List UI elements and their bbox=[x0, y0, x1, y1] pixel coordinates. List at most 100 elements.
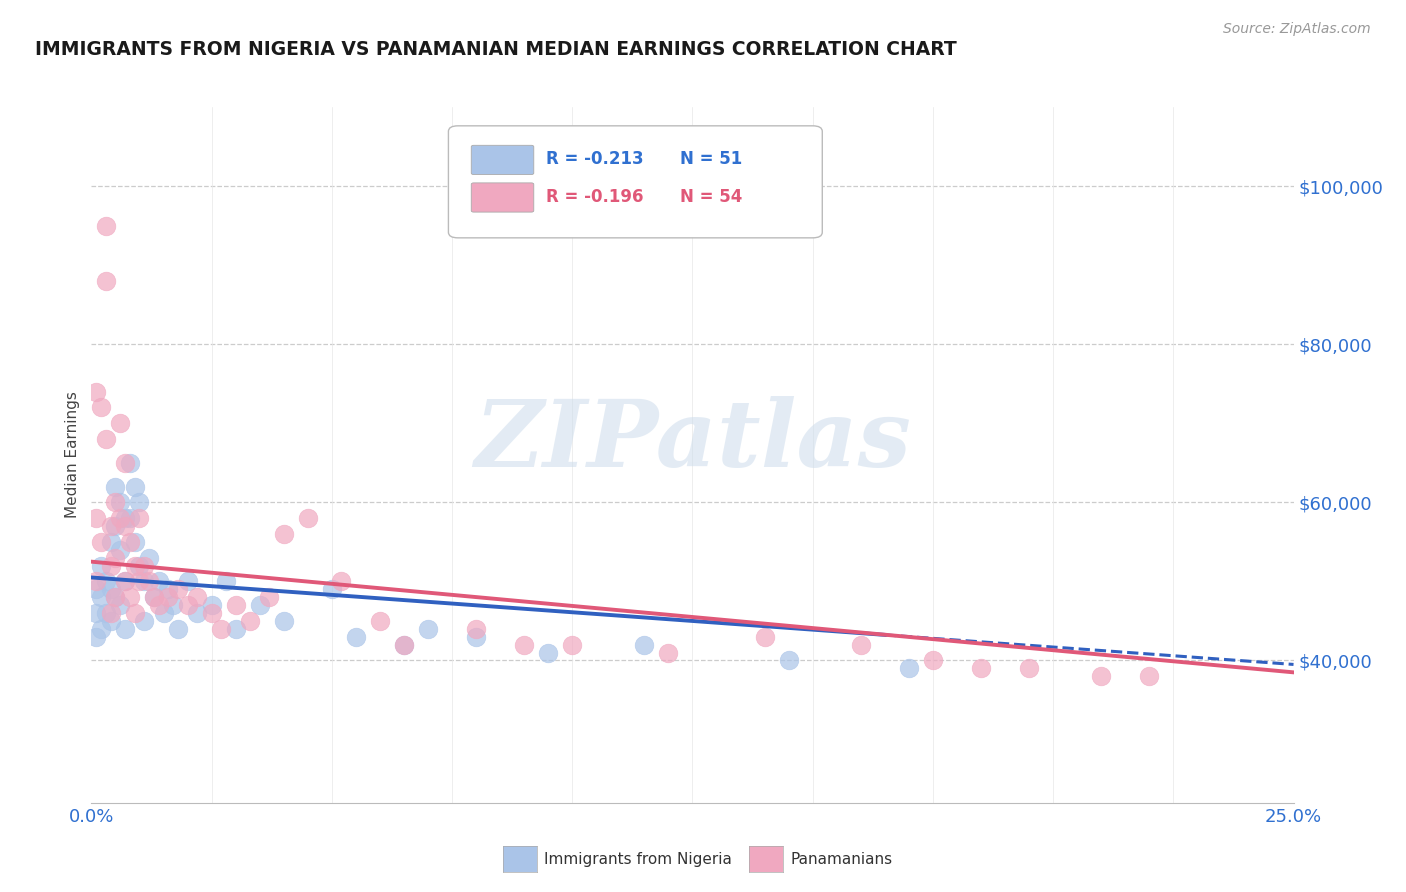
Y-axis label: Median Earnings: Median Earnings bbox=[65, 392, 80, 518]
Point bbox=[138, 550, 160, 565]
Point bbox=[100, 614, 122, 628]
Point bbox=[94, 574, 117, 589]
Point bbox=[657, 646, 679, 660]
Point bbox=[124, 606, 146, 620]
Text: ZIPatlas: ZIPatlas bbox=[474, 396, 911, 486]
Point bbox=[128, 495, 150, 509]
Point bbox=[100, 582, 122, 597]
Text: R = -0.196: R = -0.196 bbox=[546, 188, 644, 206]
Point bbox=[1090, 669, 1112, 683]
Point bbox=[94, 274, 117, 288]
Point bbox=[110, 598, 132, 612]
Point bbox=[104, 591, 127, 605]
Point bbox=[134, 558, 156, 573]
Point bbox=[1018, 661, 1040, 675]
Point bbox=[416, 622, 439, 636]
Point bbox=[148, 598, 170, 612]
FancyBboxPatch shape bbox=[471, 145, 534, 175]
Point bbox=[84, 582, 107, 597]
Point bbox=[167, 582, 190, 597]
Point bbox=[321, 582, 343, 597]
Point bbox=[215, 574, 238, 589]
FancyBboxPatch shape bbox=[471, 183, 534, 212]
Point bbox=[114, 456, 136, 470]
Point bbox=[138, 574, 160, 589]
Point bbox=[104, 550, 127, 565]
Point bbox=[90, 558, 112, 573]
Point bbox=[114, 519, 136, 533]
Point bbox=[100, 606, 122, 620]
Point bbox=[225, 598, 247, 612]
Text: N = 51: N = 51 bbox=[681, 150, 742, 169]
Text: Immigrants from Nigeria: Immigrants from Nigeria bbox=[544, 853, 733, 867]
Point bbox=[110, 542, 132, 557]
Text: IMMIGRANTS FROM NIGERIA VS PANAMANIAN MEDIAN EARNINGS CORRELATION CHART: IMMIGRANTS FROM NIGERIA VS PANAMANIAN ME… bbox=[35, 40, 957, 59]
Point bbox=[176, 574, 198, 589]
Point bbox=[110, 495, 132, 509]
Point bbox=[114, 574, 136, 589]
Point bbox=[273, 614, 295, 628]
Point bbox=[90, 591, 112, 605]
Point bbox=[124, 535, 146, 549]
Text: N = 54: N = 54 bbox=[681, 188, 742, 206]
Point bbox=[368, 614, 391, 628]
Point bbox=[104, 495, 127, 509]
Point bbox=[142, 591, 165, 605]
Point bbox=[157, 582, 180, 597]
Point bbox=[201, 598, 224, 612]
Point bbox=[392, 638, 415, 652]
Point bbox=[152, 606, 174, 620]
Point bbox=[128, 511, 150, 525]
Text: Panamanians: Panamanians bbox=[790, 853, 893, 867]
Point bbox=[134, 574, 156, 589]
Point bbox=[209, 622, 232, 636]
Point bbox=[100, 535, 122, 549]
Point bbox=[249, 598, 271, 612]
Point bbox=[84, 574, 107, 589]
Point bbox=[162, 598, 184, 612]
Text: R = -0.213: R = -0.213 bbox=[546, 150, 644, 169]
Point bbox=[110, 417, 132, 431]
Point bbox=[465, 622, 488, 636]
Point bbox=[118, 591, 141, 605]
Point bbox=[970, 661, 993, 675]
Point bbox=[849, 638, 872, 652]
Point bbox=[84, 511, 107, 525]
FancyBboxPatch shape bbox=[449, 126, 823, 238]
Point bbox=[104, 519, 127, 533]
Point bbox=[259, 591, 281, 605]
Point bbox=[128, 558, 150, 573]
Point bbox=[128, 574, 150, 589]
Text: Source: ZipAtlas.com: Source: ZipAtlas.com bbox=[1223, 22, 1371, 37]
Point bbox=[897, 661, 920, 675]
Point bbox=[114, 574, 136, 589]
Point bbox=[186, 606, 208, 620]
Point bbox=[148, 574, 170, 589]
Point bbox=[297, 511, 319, 525]
Point bbox=[104, 479, 127, 493]
Point bbox=[134, 614, 156, 628]
Point bbox=[1137, 669, 1160, 683]
Point bbox=[922, 653, 945, 667]
Point bbox=[344, 630, 367, 644]
Point bbox=[778, 653, 800, 667]
Point bbox=[330, 574, 353, 589]
Point bbox=[239, 614, 262, 628]
Point bbox=[186, 591, 208, 605]
Point bbox=[513, 638, 536, 652]
Point bbox=[114, 622, 136, 636]
Point bbox=[124, 479, 146, 493]
Point bbox=[94, 219, 117, 233]
Point bbox=[84, 384, 107, 399]
Point bbox=[114, 511, 136, 525]
Point bbox=[118, 535, 141, 549]
Point bbox=[94, 432, 117, 446]
Point bbox=[84, 630, 107, 644]
Point bbox=[118, 511, 141, 525]
Point bbox=[537, 646, 560, 660]
Point bbox=[110, 511, 132, 525]
Point bbox=[201, 606, 224, 620]
Point bbox=[633, 638, 655, 652]
Point bbox=[392, 638, 415, 652]
Point bbox=[90, 622, 112, 636]
